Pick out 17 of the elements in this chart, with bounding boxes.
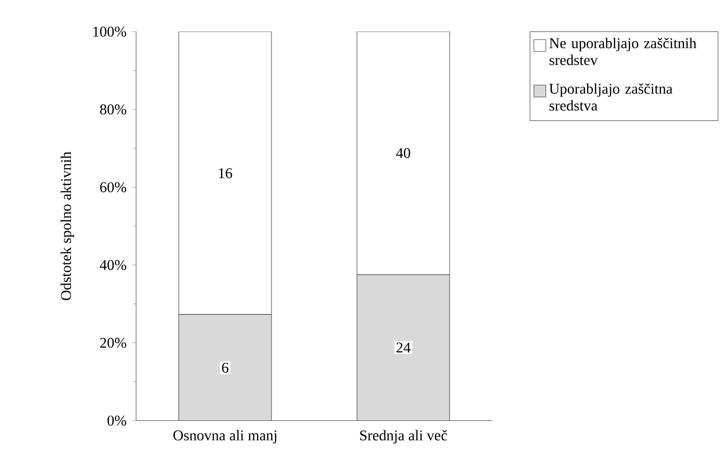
annotation: 40 bbox=[396, 148, 410, 158]
y-tick-label: 40% bbox=[100, 260, 126, 270]
y-axis-title: Odstotek spolno aktivnih bbox=[60, 152, 74, 300]
x-tick-label: Osnovna ali manj bbox=[173, 430, 276, 444]
y-tick-label: 0% bbox=[108, 415, 126, 426]
legend-label: Uporabljajo zaščitna sredstva bbox=[549, 83, 672, 111]
x-tick-label: Srednja ali več bbox=[360, 430, 447, 444]
y-tick-label: 60% bbox=[100, 182, 126, 192]
legend-label: Ne uporabljajo zaščitnih sredstev bbox=[549, 38, 696, 65]
bar bbox=[356, 274, 450, 421]
y-tick-label: 100% bbox=[93, 26, 126, 37]
annotation: 24 bbox=[396, 342, 410, 352]
bar bbox=[178, 314, 272, 421]
annotation: 16 bbox=[219, 168, 232, 178]
y-tick-label: 20% bbox=[100, 338, 126, 348]
annotation: 6 bbox=[222, 362, 228, 373]
y-tick-label: 80% bbox=[100, 104, 126, 114]
